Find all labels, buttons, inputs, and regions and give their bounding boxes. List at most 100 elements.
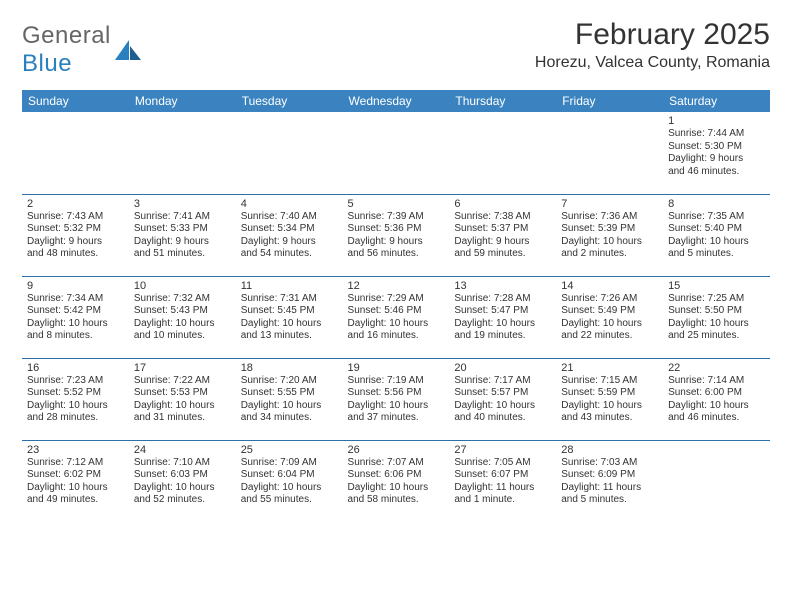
- sunrise-text: Sunrise: 7:10 AM: [134, 457, 231, 470]
- calendar-day-cell: 1Sunrise: 7:44 AMSunset: 5:30 PMDaylight…: [663, 112, 770, 194]
- daylight2-text: and 46 minutes.: [668, 412, 765, 425]
- location-label: Horezu, Valcea County, Romania: [535, 54, 770, 72]
- day-number: 28: [561, 444, 658, 456]
- sunset-text: Sunset: 5:57 PM: [454, 387, 551, 400]
- daylight2-text: and 16 minutes.: [348, 330, 445, 343]
- page-title: February 2025: [535, 18, 770, 52]
- sunrise-text: Sunrise: 7:07 AM: [348, 457, 445, 470]
- day-number: 3: [134, 198, 231, 210]
- sunset-text: Sunset: 6:03 PM: [134, 469, 231, 482]
- daylight2-text: and 43 minutes.: [561, 412, 658, 425]
- sunrise-text: Sunrise: 7:29 AM: [348, 293, 445, 306]
- sunrise-text: Sunrise: 7:26 AM: [561, 293, 658, 306]
- calendar-empty-cell: [449, 112, 556, 194]
- daylight2-text: and 2 minutes.: [561, 248, 658, 261]
- daylight1-text: Daylight: 9 hours: [348, 236, 445, 249]
- daylight2-text: and 37 minutes.: [348, 412, 445, 425]
- daylight1-text: Daylight: 10 hours: [134, 482, 231, 495]
- calendar-day-cell: 16Sunrise: 7:23 AMSunset: 5:52 PMDayligh…: [22, 358, 129, 440]
- daylight1-text: Daylight: 9 hours: [27, 236, 124, 249]
- day-number: 24: [134, 444, 231, 456]
- daylight2-text: and 34 minutes.: [241, 412, 338, 425]
- sunset-text: Sunset: 5:39 PM: [561, 223, 658, 236]
- daylight1-text: Daylight: 10 hours: [241, 482, 338, 495]
- calendar-day-cell: 5Sunrise: 7:39 AMSunset: 5:36 PMDaylight…: [343, 194, 450, 276]
- calendar-week-row: 1Sunrise: 7:44 AMSunset: 5:30 PMDaylight…: [22, 112, 770, 194]
- sunrise-text: Sunrise: 7:20 AM: [241, 375, 338, 388]
- daylight1-text: Daylight: 9 hours: [134, 236, 231, 249]
- calendar-day-cell: 24Sunrise: 7:10 AMSunset: 6:03 PMDayligh…: [129, 440, 236, 522]
- calendar-week-row: 23Sunrise: 7:12 AMSunset: 6:02 PMDayligh…: [22, 440, 770, 522]
- daylight1-text: Daylight: 11 hours: [561, 482, 658, 495]
- sunrise-text: Sunrise: 7:43 AM: [27, 211, 124, 224]
- calendar-day-cell: 19Sunrise: 7:19 AMSunset: 5:56 PMDayligh…: [343, 358, 450, 440]
- calendar-table: SundayMondayTuesdayWednesdayThursdayFrid…: [22, 90, 770, 522]
- calendar-day-cell: 11Sunrise: 7:31 AMSunset: 5:45 PMDayligh…: [236, 276, 343, 358]
- daylight1-text: Daylight: 10 hours: [348, 482, 445, 495]
- calendar-day-cell: 12Sunrise: 7:29 AMSunset: 5:46 PMDayligh…: [343, 276, 450, 358]
- day-number: 4: [241, 198, 338, 210]
- daylight2-text: and 8 minutes.: [27, 330, 124, 343]
- calendar-body: 1Sunrise: 7:44 AMSunset: 5:30 PMDaylight…: [22, 112, 770, 522]
- daylight1-text: Daylight: 10 hours: [454, 318, 551, 331]
- weekday-header: Sunday: [22, 90, 129, 112]
- day-number: 20: [454, 362, 551, 374]
- header: General Blue February 2025 Horezu, Valce…: [22, 18, 770, 78]
- sunrise-text: Sunrise: 7:35 AM: [668, 211, 765, 224]
- daylight1-text: Daylight: 9 hours: [668, 153, 765, 166]
- title-block: February 2025 Horezu, Valcea County, Rom…: [535, 18, 770, 72]
- calendar-empty-cell: [663, 440, 770, 522]
- calendar-day-cell: 18Sunrise: 7:20 AMSunset: 5:55 PMDayligh…: [236, 358, 343, 440]
- sunset-text: Sunset: 5:42 PM: [27, 305, 124, 318]
- calendar-week-row: 9Sunrise: 7:34 AMSunset: 5:42 PM Daylight…: [22, 276, 770, 358]
- weekday-header: Thursday: [449, 90, 556, 112]
- calendar-day-cell: 28Sunrise: 7:03 AMSunset: 6:09 PMDayligh…: [556, 440, 663, 522]
- sunset-text: Sunset: 5:30 PM: [668, 141, 765, 154]
- daylight2-text: and 49 minutes.: [27, 494, 124, 507]
- brand-name: General Blue: [22, 22, 111, 78]
- sunrise-text: Sunrise: 7:34 AM: [27, 293, 124, 306]
- calendar-day-cell: 6Sunrise: 7:38 AMSunset: 5:37 PMDaylight…: [449, 194, 556, 276]
- day-number: 9: [27, 280, 124, 292]
- calendar-empty-cell: [556, 112, 663, 194]
- daylight1-text: Daylight: 10 hours: [134, 400, 231, 413]
- sunrise-text: Sunrise: 7:14 AM: [668, 375, 765, 388]
- daylight1-text: Daylight: 9 hours: [454, 236, 551, 249]
- sunrise-text: Sunrise: 7:23 AM: [27, 375, 124, 388]
- calendar-day-cell: 22Sunrise: 7:14 AMSunset: 6:00 PMDayligh…: [663, 358, 770, 440]
- calendar-day-cell: 8Sunrise: 7:35 AMSunset: 5:40 PMDaylight…: [663, 194, 770, 276]
- day-number: 13: [454, 280, 551, 292]
- sunrise-text: Sunrise: 7:05 AM: [454, 457, 551, 470]
- sunset-text: Sunset: 5:52 PM: [27, 387, 124, 400]
- day-number: 6: [454, 198, 551, 210]
- daylight2-text: and 28 minutes.: [27, 412, 124, 425]
- calendar-empty-cell: [22, 112, 129, 194]
- daylight1-text: Daylight: 10 hours: [348, 400, 445, 413]
- weekday-header: Monday: [129, 90, 236, 112]
- daylight2-text: and 40 minutes.: [454, 412, 551, 425]
- sunrise-text: Sunrise: 7:39 AM: [348, 211, 445, 224]
- daylight2-text: and 10 minutes.: [134, 330, 231, 343]
- daylight1-text: Daylight: 10 hours: [27, 482, 124, 495]
- sunrise-text: Sunrise: 7:12 AM: [27, 457, 124, 470]
- sunset-text: Sunset: 5:32 PM: [27, 223, 124, 236]
- daylight2-text: and 56 minutes.: [348, 248, 445, 261]
- calendar-day-cell: 17Sunrise: 7:22 AMSunset: 5:53 PMDayligh…: [129, 358, 236, 440]
- day-number: 7: [561, 198, 658, 210]
- daylight1-text: Daylight: 10 hours: [348, 318, 445, 331]
- daylight1-text: Daylight: 10 hours: [668, 400, 765, 413]
- day-number: 26: [348, 444, 445, 456]
- calendar-day-cell: 3Sunrise: 7:41 AMSunset: 5:33 PMDaylight…: [129, 194, 236, 276]
- sail-icon: [115, 40, 141, 60]
- sunset-text: Sunset: 6:07 PM: [454, 469, 551, 482]
- sunset-text: Sunset: 5:33 PM: [134, 223, 231, 236]
- calendar-day-cell: 2Sunrise: 7:43 AMSunset: 5:32 PMDaylight…: [22, 194, 129, 276]
- daylight2-text: and 59 minutes.: [454, 248, 551, 261]
- day-number: 12: [348, 280, 445, 292]
- sunset-text: Sunset: 5:59 PM: [561, 387, 658, 400]
- sunset-text: Sunset: 6:00 PM: [668, 387, 765, 400]
- sunrise-text: Sunrise: 7:40 AM: [241, 211, 338, 224]
- sunset-text: Sunset: 5:46 PM: [348, 305, 445, 318]
- sunset-text: Sunset: 5:50 PM: [668, 305, 765, 318]
- sunset-text: Sunset: 5:49 PM: [561, 305, 658, 318]
